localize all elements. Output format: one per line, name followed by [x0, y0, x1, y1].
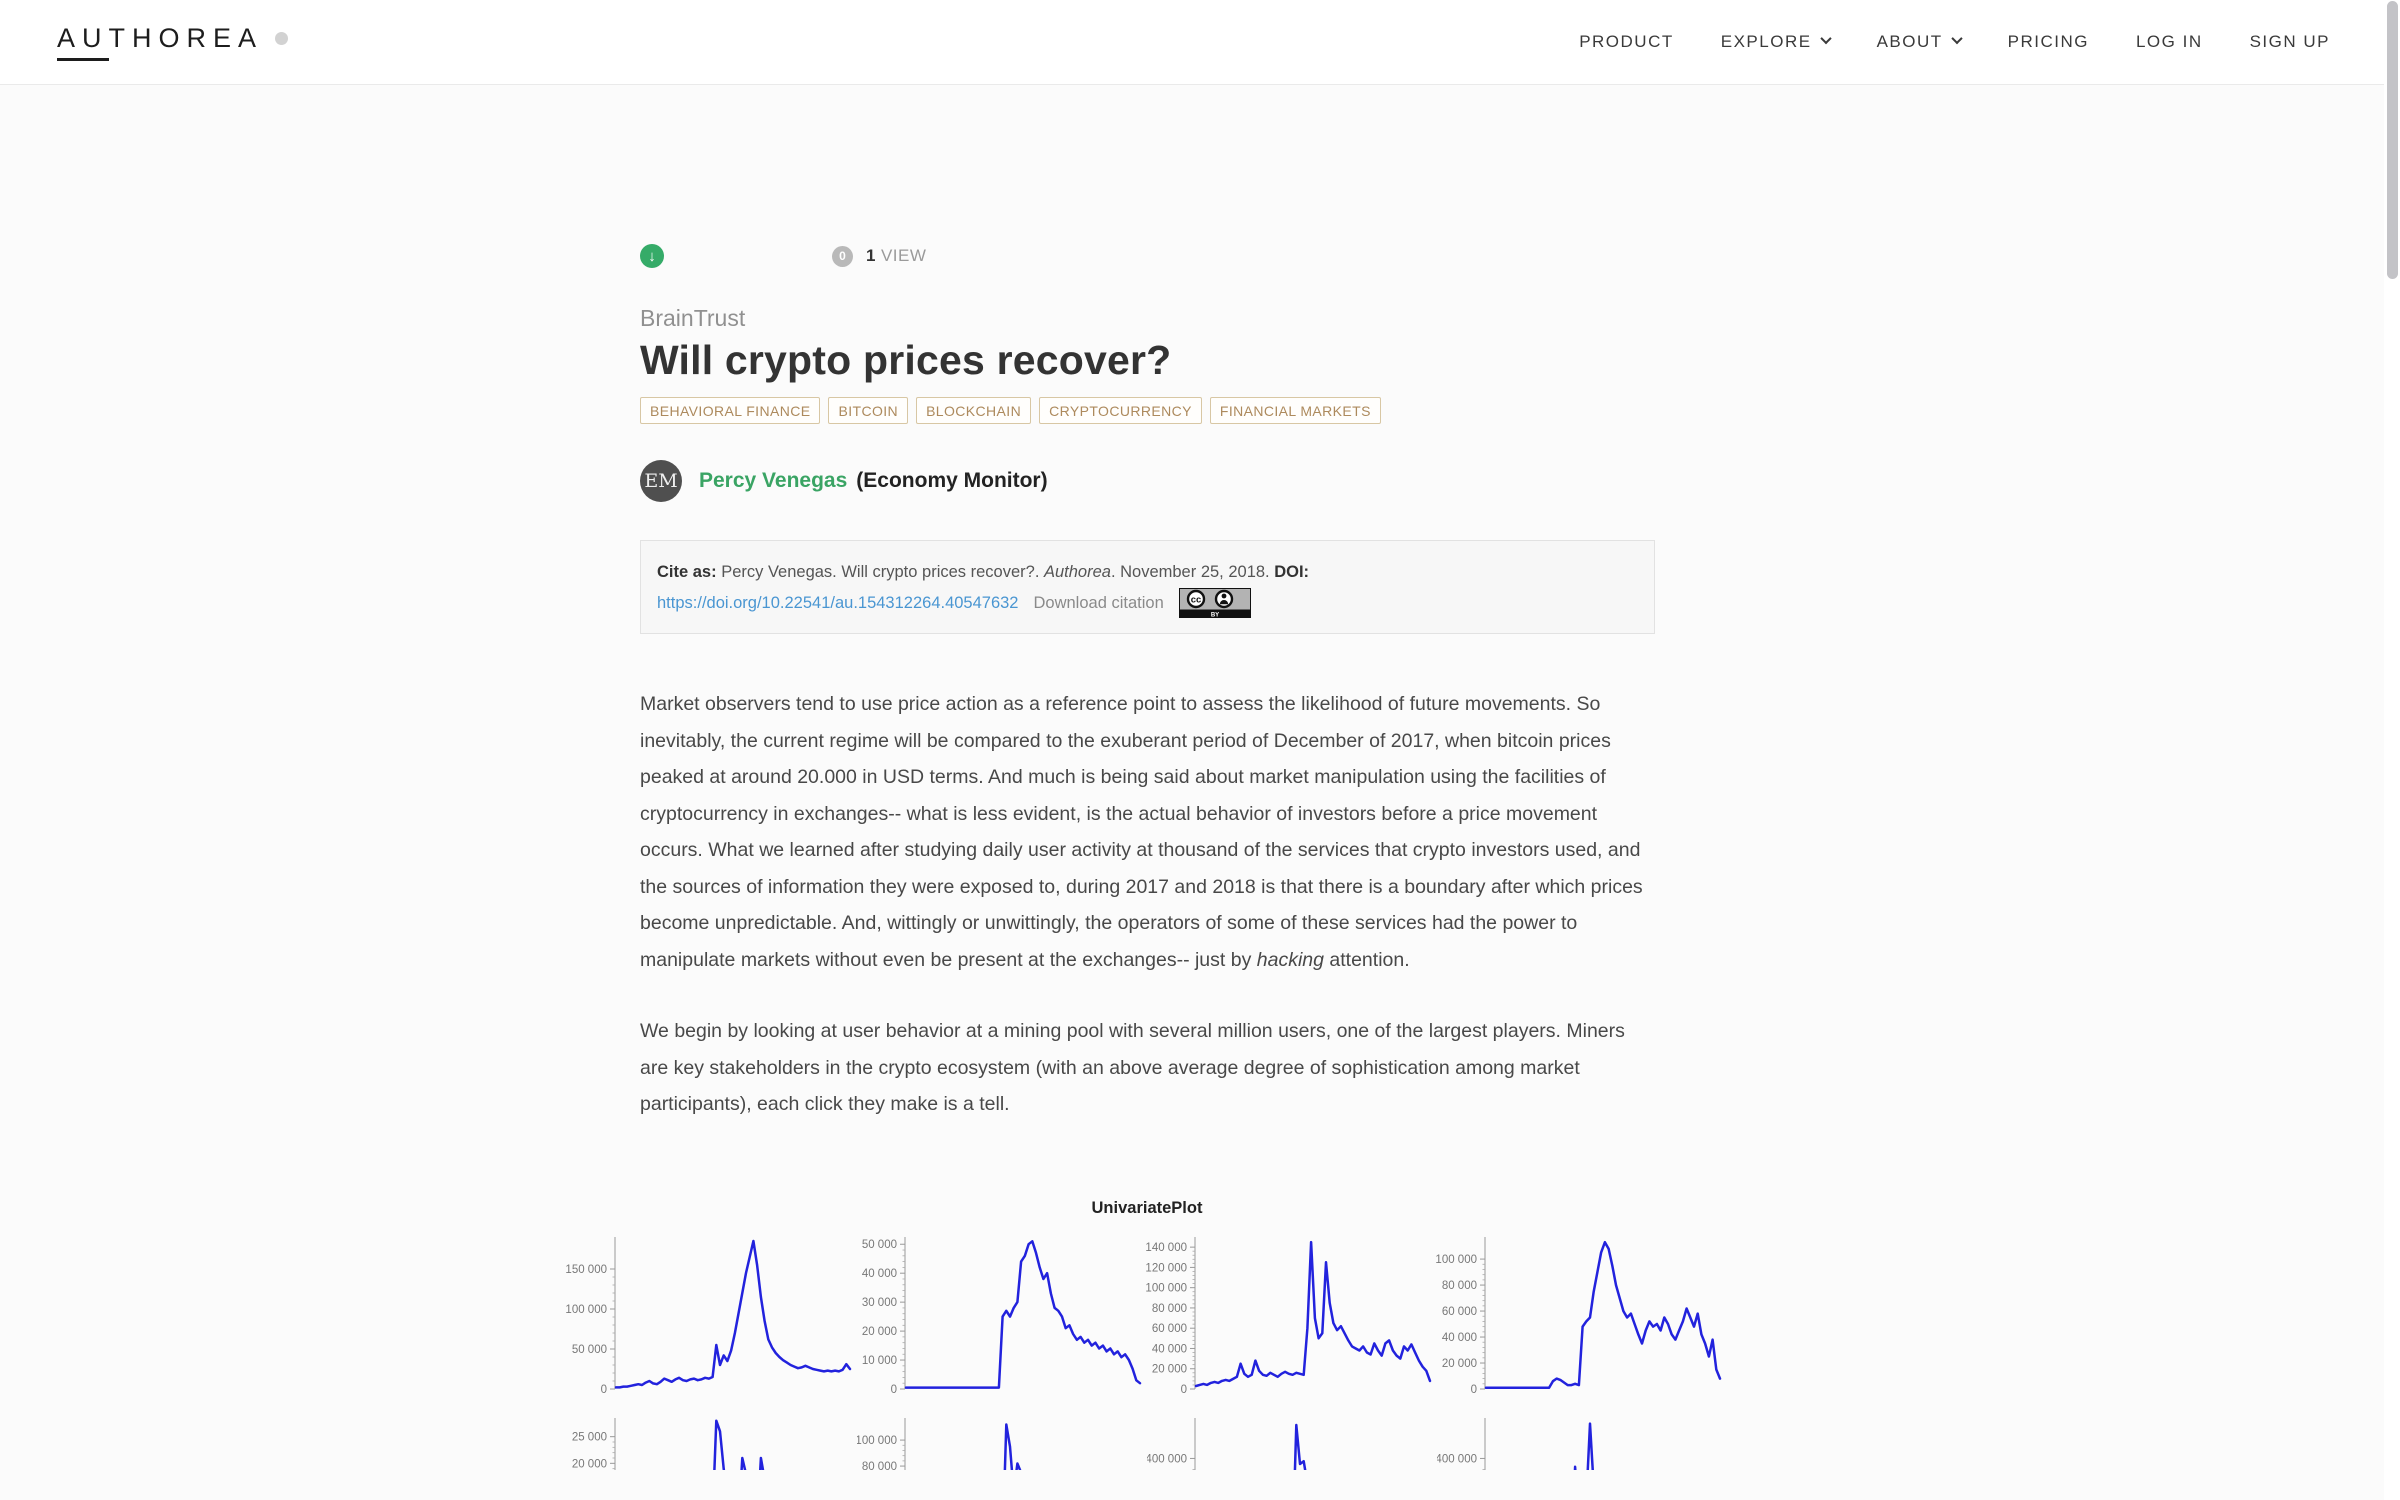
paragraph-2: We begin by looking at user behavior at …: [640, 1020, 1625, 1115]
nav-item-pricing[interactable]: PRICING: [2007, 32, 2089, 51]
italic-word: hacking: [1256, 948, 1324, 971]
author-name-link[interactable]: Percy Venegas: [699, 469, 848, 492]
svg-text:0: 0: [601, 1384, 607, 1396]
download-citation-link[interactable]: Download citation: [1033, 594, 1164, 612]
citation-line1: Cite as: Percy Venegas. Will crypto pric…: [657, 558, 1638, 586]
citation-date: . November 25, 2018.: [1110, 563, 1275, 581]
svg-text:400 000: 400 000: [1147, 1453, 1187, 1465]
svg-text:25 000: 25 000: [572, 1431, 607, 1443]
svg-text:20 000: 20 000: [862, 1326, 897, 1338]
svg-text:400 000: 400 000: [1437, 1453, 1477, 1465]
doi-label: DOI:: [1274, 563, 1310, 581]
svg-text:150 000: 150 000: [565, 1264, 607, 1276]
citation-line2: https://doi.org/10.22541/au.154312264.40…: [657, 588, 1638, 618]
svg-text:cc: cc: [1190, 595, 1201, 606]
tag-financial-markets[interactable]: FINANCIAL MARKETS: [1209, 397, 1381, 424]
svg-text:40 000: 40 000: [1152, 1343, 1187, 1355]
figure-title: UnivariatePlot: [1091, 1198, 1203, 1217]
svg-text:20 000: 20 000: [1152, 1363, 1187, 1375]
collection-name[interactable]: BrainTrust: [640, 305, 746, 331]
svg-text:0: 0: [1181, 1384, 1187, 1396]
svg-text:60 000: 60 000: [1442, 1306, 1477, 1318]
svg-text:100 000: 100 000: [857, 1435, 897, 1447]
svg-text:30 000: 30 000: [862, 1297, 897, 1309]
svg-text:20 000: 20 000: [1442, 1358, 1477, 1370]
cite-as-label: Cite as:: [657, 563, 717, 581]
citation-text: Percy Venegas. Will crypto prices recove…: [716, 563, 1044, 581]
avatar[interactable]: EM: [640, 460, 682, 502]
logo-text: THOREA: [108, 23, 264, 53]
site-header: AU THOREA PRODUCT EXPLORE ABOUT PRICING L…: [0, 0, 2400, 85]
citation-box: Cite as: Percy Venegas. Will crypto pric…: [640, 540, 1655, 634]
univariate-plot-figure: UnivariatePlot 0 50 000 100 000 150 000 0 10 …: [565, 1198, 1727, 1470]
logo-dot-icon: [275, 31, 289, 45]
charts-grid: 0 50 000 100 000 150 000 0 10 000 20 000 30 000…: [565, 1232, 1727, 1470]
download-icon[interactable]: [640, 244, 664, 268]
svg-text:0: 0: [891, 1384, 897, 1396]
main-nav: PRODUCT EXPLORE ABOUT PRICING LOG IN SIG…: [1532, 32, 2330, 52]
svg-text:80 000: 80 000: [862, 1461, 897, 1470]
svg-text:100 000: 100 000: [565, 1304, 607, 1316]
tag-list: BEHAVIORAL FINANCE BITCOIN BLOCKCHAIN CR…: [640, 397, 1655, 424]
svg-text:40 000: 40 000: [1442, 1332, 1477, 1344]
tag-blockchain[interactable]: BLOCKCHAIN: [916, 397, 1032, 424]
chevron-down-icon: [1950, 32, 1963, 45]
page-title: Will crypto prices recover?: [640, 337, 1172, 383]
nav-item-about[interactable]: ABOUT: [1877, 32, 1963, 52]
nav-item-explore[interactable]: EXPLORE: [1721, 32, 1832, 52]
journal-name: Authorea: [1043, 563, 1111, 581]
comments-count-badge[interactable]: 0: [832, 245, 853, 267]
svg-text:100 000: 100 000: [1145, 1282, 1187, 1294]
author-affiliation: (Economy Monitor): [856, 469, 1048, 492]
univariate-r1-c3: 0 20 000 40 000 60 000 80 000 100 000 120 000 1…: [1145, 1232, 1437, 1397]
views-label: VIEW: [880, 246, 927, 265]
views-count: 1: [866, 246, 876, 265]
svg-text:140 000: 140 000: [1145, 1242, 1187, 1254]
svg-text:60 000: 60 000: [1152, 1323, 1187, 1335]
scrollbar-thumb[interactable]: [2387, 1, 2398, 279]
author-row: EM Percy Venegas (Economy Monitor): [640, 460, 1655, 502]
nav-item-signup[interactable]: SIGN UP: [2249, 32, 2330, 51]
doi-link[interactable]: https://doi.org/10.22541/au.154312264.40…: [657, 594, 1019, 612]
svg-text:0: 0: [1471, 1384, 1477, 1396]
univariate-r1-c2: 0 10 000 20 000 30 000 40 000 50 000: [857, 1232, 1147, 1397]
svg-text:50 000: 50 000: [862, 1239, 897, 1251]
cc-by-license-icon[interactable]: cc BY: [1178, 588, 1251, 618]
svg-text:50 000: 50 000: [572, 1344, 607, 1356]
svg-text:20 000: 20 000: [572, 1458, 607, 1470]
scrollbar-track[interactable]: [2384, 0, 2400, 1500]
tag-cryptocurrency[interactable]: CRYPTOCURRENCY: [1039, 397, 1202, 424]
svg-text:100 000: 100 000: [1435, 1254, 1477, 1266]
views-counter: 1 VIEW: [866, 246, 926, 266]
univariate-r1-c1: 0 50 000 100 000 150 000: [565, 1232, 857, 1397]
logo-text-underlined: AU: [57, 23, 109, 61]
svg-text:120 000: 120 000: [1145, 1262, 1187, 1274]
paragraph-1: Market observers tend to use price actio…: [640, 693, 1643, 971]
univariate-r1-c4: 0 20 000 40 000 60 000 80 000 100 000: [1435, 1232, 1727, 1397]
svg-text:10 000: 10 000: [862, 1355, 897, 1367]
chevron-down-icon: [1819, 32, 1832, 45]
nav-item-login[interactable]: LOG IN: [2135, 32, 2203, 51]
tag-behavioral-finance[interactable]: BEHAVIORAL FINANCE: [640, 397, 821, 424]
nav-item-product[interactable]: PRODUCT: [1579, 32, 1674, 51]
svg-text:80 000: 80 000: [1442, 1280, 1477, 1292]
svg-text:BY: BY: [1211, 612, 1219, 618]
svg-text:80 000: 80 000: [1152, 1302, 1187, 1314]
tag-bitcoin[interactable]: BITCOIN: [828, 397, 909, 424]
svg-text:40 000: 40 000: [862, 1268, 897, 1280]
authorea-logo[interactable]: AU THOREA: [57, 23, 289, 61]
